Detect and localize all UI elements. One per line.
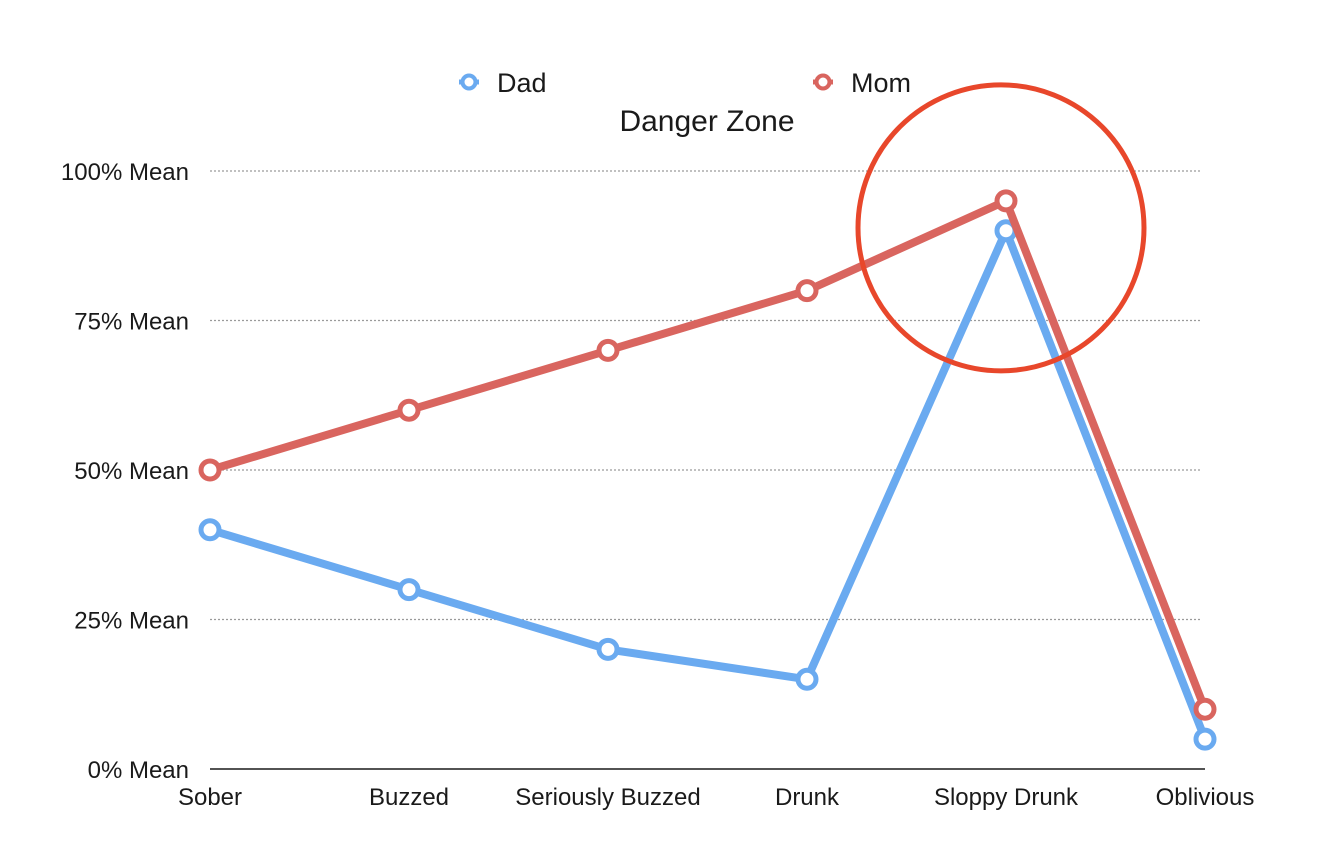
- grid-lines: [210, 170, 1202, 621]
- point-dad-drunk: [795, 667, 819, 691]
- legend-marker-icon: [460, 73, 478, 91]
- series-line-mom: [206, 196, 1209, 714]
- danger-zone-circle: [855, 82, 1147, 374]
- series-line-dad: [206, 226, 1209, 744]
- series-mom: [198, 189, 1217, 721]
- point-dad-seriously-buzzed: [596, 637, 620, 661]
- y-tick-label: 0% Mean: [88, 757, 189, 784]
- point-mom-sober: [198, 458, 222, 482]
- legend-marker-icon: [814, 73, 832, 91]
- x-tick-label-drunk: Drunk: [775, 784, 840, 811]
- point-mom-buzzed: [397, 398, 421, 422]
- point-mom-seriously-buzzed: [596, 338, 620, 362]
- legend-item-mom: Mom: [813, 68, 911, 98]
- y-tick-label: 100% Mean: [61, 159, 189, 186]
- axes: 0% Mean 25% Mean 50% Mean 75% Mean 100% Mean…: [61, 159, 1254, 811]
- point-dad-oblivious: [1193, 727, 1217, 751]
- legend: Dad Mom: [459, 68, 911, 98]
- y-tick-label: 25% Mean: [74, 608, 189, 635]
- x-tick-label-sober: Sober: [178, 784, 242, 811]
- y-tick-label: 75% Mean: [74, 309, 189, 336]
- legend-item-dad: Dad: [459, 68, 547, 98]
- annotation-danger-zone: Danger Zone: [619, 105, 794, 138]
- point-dad-buzzed: [397, 578, 421, 602]
- point-mom-drunk: [795, 279, 819, 303]
- point-mom-sloppy-drunk: [994, 189, 1018, 213]
- point-mom-oblivious: [1193, 697, 1217, 721]
- annotation: Danger Zone: [619, 82, 1147, 374]
- y-tick-label: 50% Mean: [74, 458, 189, 485]
- x-tick-label-oblivious: Oblivious: [1156, 784, 1255, 811]
- series-lines: [198, 189, 1217, 751]
- point-dad-sober: [198, 518, 222, 542]
- legend-label-dad: Dad: [497, 68, 547, 98]
- x-tick-label-seriously-buzzed: Seriously Buzzed: [515, 784, 700, 811]
- series-dad: [198, 219, 1217, 751]
- legend-label-mom: Mom: [851, 68, 911, 98]
- x-tick-label-buzzed: Buzzed: [369, 784, 449, 811]
- x-tick-label-sloppy-drunk: Sloppy Drunk: [934, 784, 1079, 811]
